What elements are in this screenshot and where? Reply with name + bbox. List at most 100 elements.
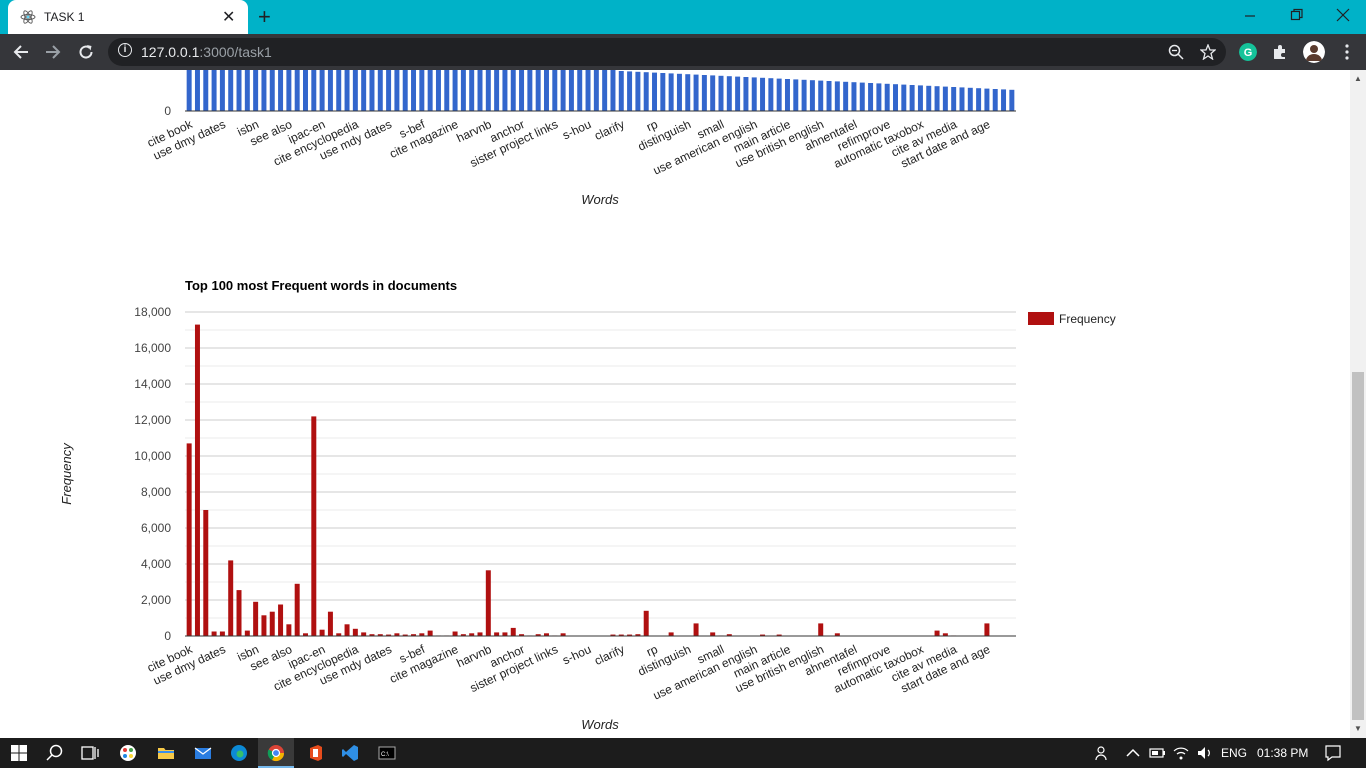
upper-bar[interactable] (951, 87, 957, 111)
upper-bar[interactable] (552, 70, 558, 111)
upper-bar[interactable] (760, 77, 766, 111)
frequency-bar[interactable] (643, 610, 649, 636)
upper-bar[interactable] (743, 77, 749, 111)
upper-bar[interactable] (269, 70, 275, 111)
upper-bar[interactable] (859, 82, 865, 111)
upper-bar[interactable] (652, 72, 658, 111)
upper-bar[interactable] (369, 70, 375, 111)
upper-bar[interactable] (710, 75, 716, 111)
frequency-bar[interactable] (336, 633, 342, 636)
upper-bar[interactable] (984, 88, 990, 111)
frequency-bar[interactable] (560, 633, 566, 636)
frequency-bar[interactable] (710, 632, 716, 636)
frequency-bar[interactable] (502, 632, 508, 636)
upper-bar[interactable] (627, 71, 633, 111)
frequency-bar[interactable] (236, 590, 242, 636)
upper-bar[interactable] (809, 80, 815, 111)
frequency-bar[interactable] (228, 560, 234, 636)
frequency-bar[interactable] (984, 623, 990, 636)
frequency-bar[interactable] (834, 633, 840, 636)
upper-bar[interactable] (394, 70, 400, 111)
upper-bar[interactable] (444, 70, 450, 111)
upper-bar[interactable] (527, 70, 533, 111)
upper-bar[interactable] (510, 70, 516, 111)
upper-bar[interactable] (411, 70, 417, 111)
frequency-bar[interactable] (419, 633, 425, 636)
frequency-bar[interactable] (319, 629, 325, 636)
upper-bar[interactable] (568, 70, 574, 111)
scroll-up-icon[interactable]: ▲ (1354, 74, 1362, 83)
upper-bar[interactable] (843, 81, 849, 111)
upper-bar[interactable] (377, 70, 383, 111)
grammarly-icon[interactable]: G (1239, 43, 1257, 61)
frequency-bar[interactable] (352, 628, 358, 636)
upper-bar[interactable] (826, 81, 832, 111)
upper-bar[interactable] (768, 78, 774, 111)
upper-bar[interactable] (884, 83, 890, 111)
scroll-down-icon[interactable]: ▼ (1354, 724, 1362, 733)
frequency-bar[interactable] (303, 633, 308, 636)
frequency-bar[interactable] (535, 634, 541, 636)
upper-bar[interactable] (685, 74, 691, 111)
upper-bar[interactable] (735, 76, 741, 111)
upper-bar[interactable] (494, 70, 500, 111)
upper-bar[interactable] (236, 70, 242, 111)
upper-bar[interactable] (909, 85, 915, 111)
terminal-icon[interactable]: C:\ (378, 744, 396, 762)
frequency-bar[interactable] (477, 632, 483, 636)
frequency-bar[interactable] (427, 630, 433, 636)
frequency-bar[interactable] (411, 634, 417, 636)
frequency-bar[interactable] (510, 627, 516, 636)
upper-bar[interactable] (336, 70, 342, 111)
frequency-bar[interactable] (311, 416, 317, 636)
frequency-bar[interactable] (610, 634, 616, 636)
upper-bar[interactable] (585, 70, 591, 111)
upper-bar[interactable] (784, 79, 790, 111)
upper-bar[interactable] (1001, 89, 1007, 111)
upper-bar[interactable] (926, 85, 932, 111)
close-window-icon[interactable] (1336, 8, 1350, 22)
vscode-icon[interactable] (341, 744, 359, 762)
bookmark-star-icon[interactable] (1200, 44, 1216, 60)
forward-arrow-icon[interactable] (44, 43, 62, 61)
upper-bar[interactable] (718, 75, 724, 111)
extensions-puzzle-icon[interactable] (1271, 43, 1289, 61)
upper-bar[interactable] (460, 70, 466, 111)
upper-bar[interactable] (676, 73, 682, 111)
frequency-bar[interactable] (244, 630, 250, 636)
people-icon[interactable] (1094, 744, 1112, 762)
frequency-bar[interactable] (818, 623, 824, 636)
volume-icon[interactable] (1196, 744, 1214, 762)
upper-bar[interactable] (194, 70, 200, 111)
frequency-bar[interactable] (494, 632, 500, 636)
upper-bar[interactable] (219, 70, 225, 111)
frequency-bar[interactable] (618, 634, 624, 636)
upper-bar[interactable] (701, 75, 707, 111)
upper-bar[interactable] (519, 70, 525, 111)
frequency-bar[interactable] (278, 604, 284, 637)
upper-bar[interactable] (868, 83, 874, 111)
new-tab-button[interactable]: + (258, 4, 271, 29)
upper-bar[interactable] (435, 70, 441, 111)
upper-bar[interactable] (211, 70, 217, 111)
frequency-bar[interactable] (294, 583, 300, 636)
frequency-bar[interactable] (469, 633, 475, 636)
mail-icon[interactable] (194, 744, 212, 762)
frequency-bar[interactable] (261, 615, 267, 636)
upper-bar[interactable] (793, 79, 799, 111)
office-icon[interactable] (307, 744, 325, 762)
frequency-bar[interactable] (344, 624, 350, 636)
windows-start-icon[interactable] (10, 744, 28, 762)
upper-bar[interactable] (610, 70, 616, 111)
upper-bar[interactable] (593, 70, 599, 111)
chevron-up-icon[interactable] (1124, 744, 1142, 762)
search-icon[interactable] (46, 744, 64, 762)
chrome-taskbar-item[interactable] (258, 738, 294, 768)
frequency-bar[interactable] (402, 634, 408, 636)
upper-bar[interactable] (660, 73, 666, 111)
minimize-icon[interactable] (1244, 10, 1256, 22)
upper-bar[interactable] (286, 70, 292, 111)
upper-bar[interactable] (726, 76, 732, 111)
upper-bar[interactable] (851, 82, 857, 111)
frequency-bar[interactable] (203, 510, 209, 636)
